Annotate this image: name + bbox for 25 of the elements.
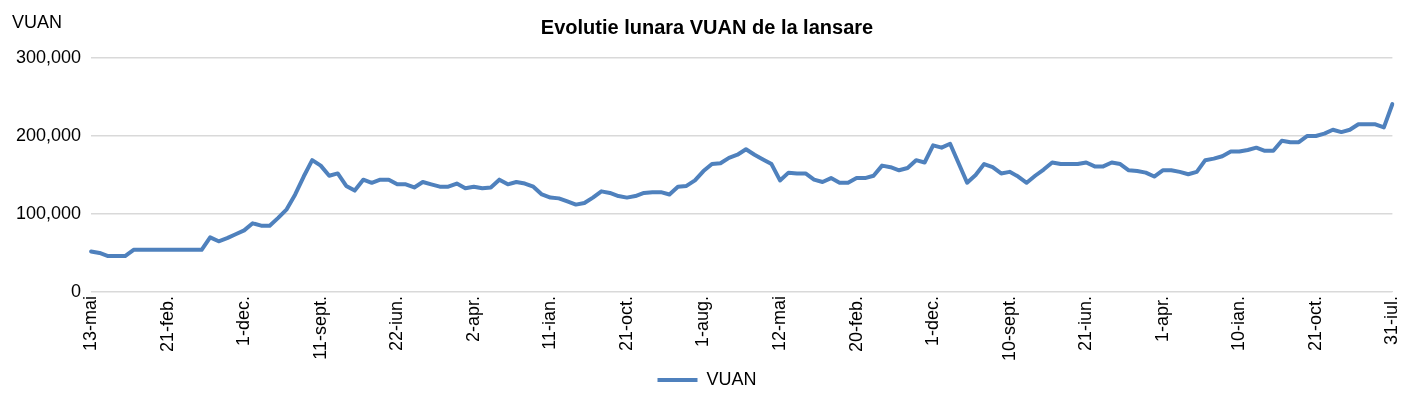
y-tick-label: 200,000 (15, 124, 82, 145)
x-tick-label: 12-mai (768, 295, 789, 351)
x-tick-label: 1-aug. (692, 295, 713, 348)
x-tick-label: 10-sept. (998, 295, 1019, 362)
x-tick-label: 1-dec. (922, 295, 943, 346)
y-tick-label: 100,000 (15, 202, 82, 223)
x-tick-label: 1-apr. (1151, 295, 1172, 342)
x-tick-label: 20-feb. (845, 295, 866, 353)
x-tick-label: 22-iun. (386, 295, 407, 352)
y-tick-label: 300,000 (15, 46, 82, 67)
x-tick-label: 11-ian. (539, 295, 560, 350)
x-tick-label: 21-feb. (156, 295, 177, 353)
x-tick-label: 21-iun. (1075, 295, 1096, 352)
x-tick-label: 2-apr. (462, 295, 483, 342)
x-tick-label: 31-iul. (1381, 295, 1402, 345)
x-tick-label: 13-mai (80, 295, 101, 351)
x-tick-label: 10-ian. (1228, 295, 1249, 352)
y-tick-label: 0 (71, 280, 82, 301)
x-tick-label: 21-oct. (1304, 295, 1325, 351)
x-tick-label: 11-sept. (309, 295, 330, 360)
chart-title: Evolutie lunara VUAN de la lansare (540, 15, 874, 38)
y-axis-title: VUAN (12, 11, 63, 32)
x-tick-label: 1-dec. (233, 295, 254, 346)
x-tick-label: 21-oct. (615, 295, 636, 351)
legend-label: VUAN (706, 368, 757, 389)
